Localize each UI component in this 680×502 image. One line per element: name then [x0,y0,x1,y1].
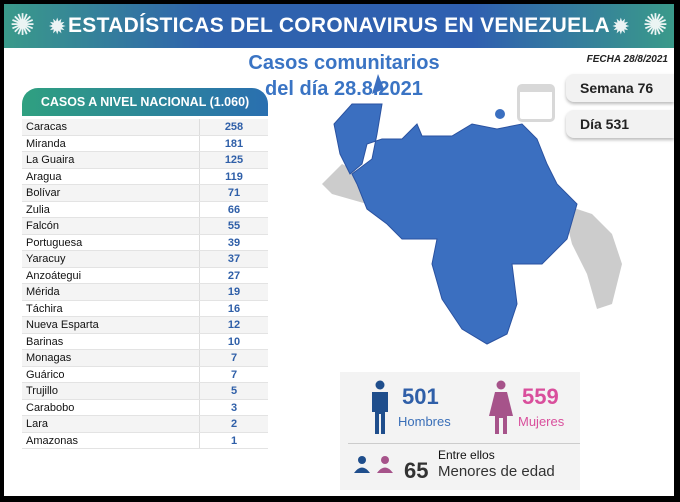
state-name: Anzoátegui [22,267,200,283]
case-count: 2 [230,418,238,430]
state-name: Nueva Esparta [22,317,200,333]
table-row: Amazonas 1 [22,432,268,449]
infographic: ✺ ✹ ESTADÍSTICAS DEL CORONAVIRUS EN VENE… [4,4,674,496]
case-count: 125 [224,154,244,166]
man-icon [372,380,388,434]
case-count: 10 [227,335,241,348]
case-count: 27 [227,269,241,282]
table-row: Miranda 181 [22,135,268,152]
calendar-icon [517,84,555,122]
subtitle-line2: del día 28.8.2021 [265,78,423,100]
table-row: Carabobo 3 [22,399,268,416]
margarita-shape [495,109,505,119]
state-name: Carabobo [22,399,200,415]
virus-icon: ✺ [642,9,668,42]
state-name: Caracas [22,119,200,135]
table-row: Táchira 16 [22,300,268,317]
table-row: La Guaira 125 [22,152,268,169]
men-count: 501 [402,384,439,409]
table-row: Trujillo 5 [22,383,268,400]
state-name: Falcón [22,218,200,234]
case-count: 16 [227,302,241,315]
table-title: CASOS A NIVEL NACIONAL (1.060) [22,88,268,116]
table-row: Mérida 19 [22,284,268,301]
state-name: Zulia [22,201,200,217]
minors-intro: Entre ellos [438,448,495,462]
date-label: FECHA 28/8/2021 [586,54,668,65]
state-name: Monagas [22,350,200,366]
table-row: Caracas 258 [22,119,268,136]
state-name: Lara [22,416,200,432]
table-row: Monagas 7 [22,350,268,367]
table-row: Yaracuy 37 [22,251,268,268]
table-row: Aragua 119 [22,168,268,185]
table-row: Nueva Esparta 12 [22,317,268,334]
case-count: 19 [227,286,241,298]
venezuela-map [322,74,622,345]
header-banner: ✺ ✹ ESTADÍSTICAS DEL CORONAVIRUS EN VENE… [4,4,674,48]
case-count: 3 [230,401,238,414]
state-name: Táchira [22,300,200,316]
paraguana-shape [372,74,384,94]
case-count: 37 [227,253,241,265]
table-row: Falcón 55 [22,218,268,235]
state-name: Aragua [22,168,200,184]
week-badge: Semana 76 [566,74,674,102]
state-name: Guárico [22,366,200,382]
table-row: Guárico 7 [22,366,268,383]
table-row: Lara 2 [22,416,268,433]
men-label: Hombres [398,414,451,429]
minors-count: 65 [404,458,429,483]
case-count: 7 [230,368,238,381]
table-row: Portuguesa 39 [22,234,268,251]
virus-icon: ✹ [48,14,67,39]
state-name: Miranda [22,135,200,151]
subtitle: Casos comunitarios del día 28.8.2021 [244,50,444,102]
table-row: Anzoátegui 27 [22,267,268,284]
case-count: 119 [225,170,243,183]
state-name: La Guaira [22,152,200,168]
cases-table: Caracas 258 Miranda 181 La Guaira 125 Aragua 11… [22,119,268,449]
state-name: Yaracuy [22,251,200,267]
case-count: 39 [227,236,241,249]
table-row: Zulia 66 [22,201,268,218]
minors-label: Menores de edad [438,463,555,480]
case-count: 71 [227,187,241,199]
women-label: Mujeres [518,414,565,429]
gender-stats-panel: 501 Hombres 559 Mujeres Entre ellos 65 M… [340,372,580,490]
women-count: 559 [522,384,559,409]
state-name: Bolívar [22,185,200,201]
case-count: 7 [230,352,238,364]
state-name: Portuguesa [22,234,200,250]
subtitle-line1: Casos comunitarios [248,52,440,74]
virus-icon: ✺ [10,9,36,42]
table-row: Bolívar 71 [22,185,268,202]
virus-icon: ✹ [611,14,630,39]
state-name: Barinas [22,333,200,349]
table-row: Barinas 10 [22,333,268,350]
case-count: 258 [224,121,244,133]
case-count: 55 [227,220,241,232]
children-icon [354,456,393,473]
woman-icon [489,380,513,434]
case-count: 5 [230,385,238,397]
case-count: 181 [224,137,244,150]
state-name: Trujillo [22,383,200,399]
case-count: 12 [227,319,241,331]
state-name: Mérida [22,284,200,300]
venezuela-shape [333,103,578,345]
guyana-shape [562,204,622,309]
page-title: ESTADÍSTICAS DEL CORONAVIRUS EN VENEZUEL… [67,14,611,37]
case-count: 1 [230,434,238,447]
state-name: Amazonas [22,432,200,448]
day-badge: Día 531 [566,110,674,138]
case-count: 66 [227,203,241,216]
divider [348,443,580,444]
